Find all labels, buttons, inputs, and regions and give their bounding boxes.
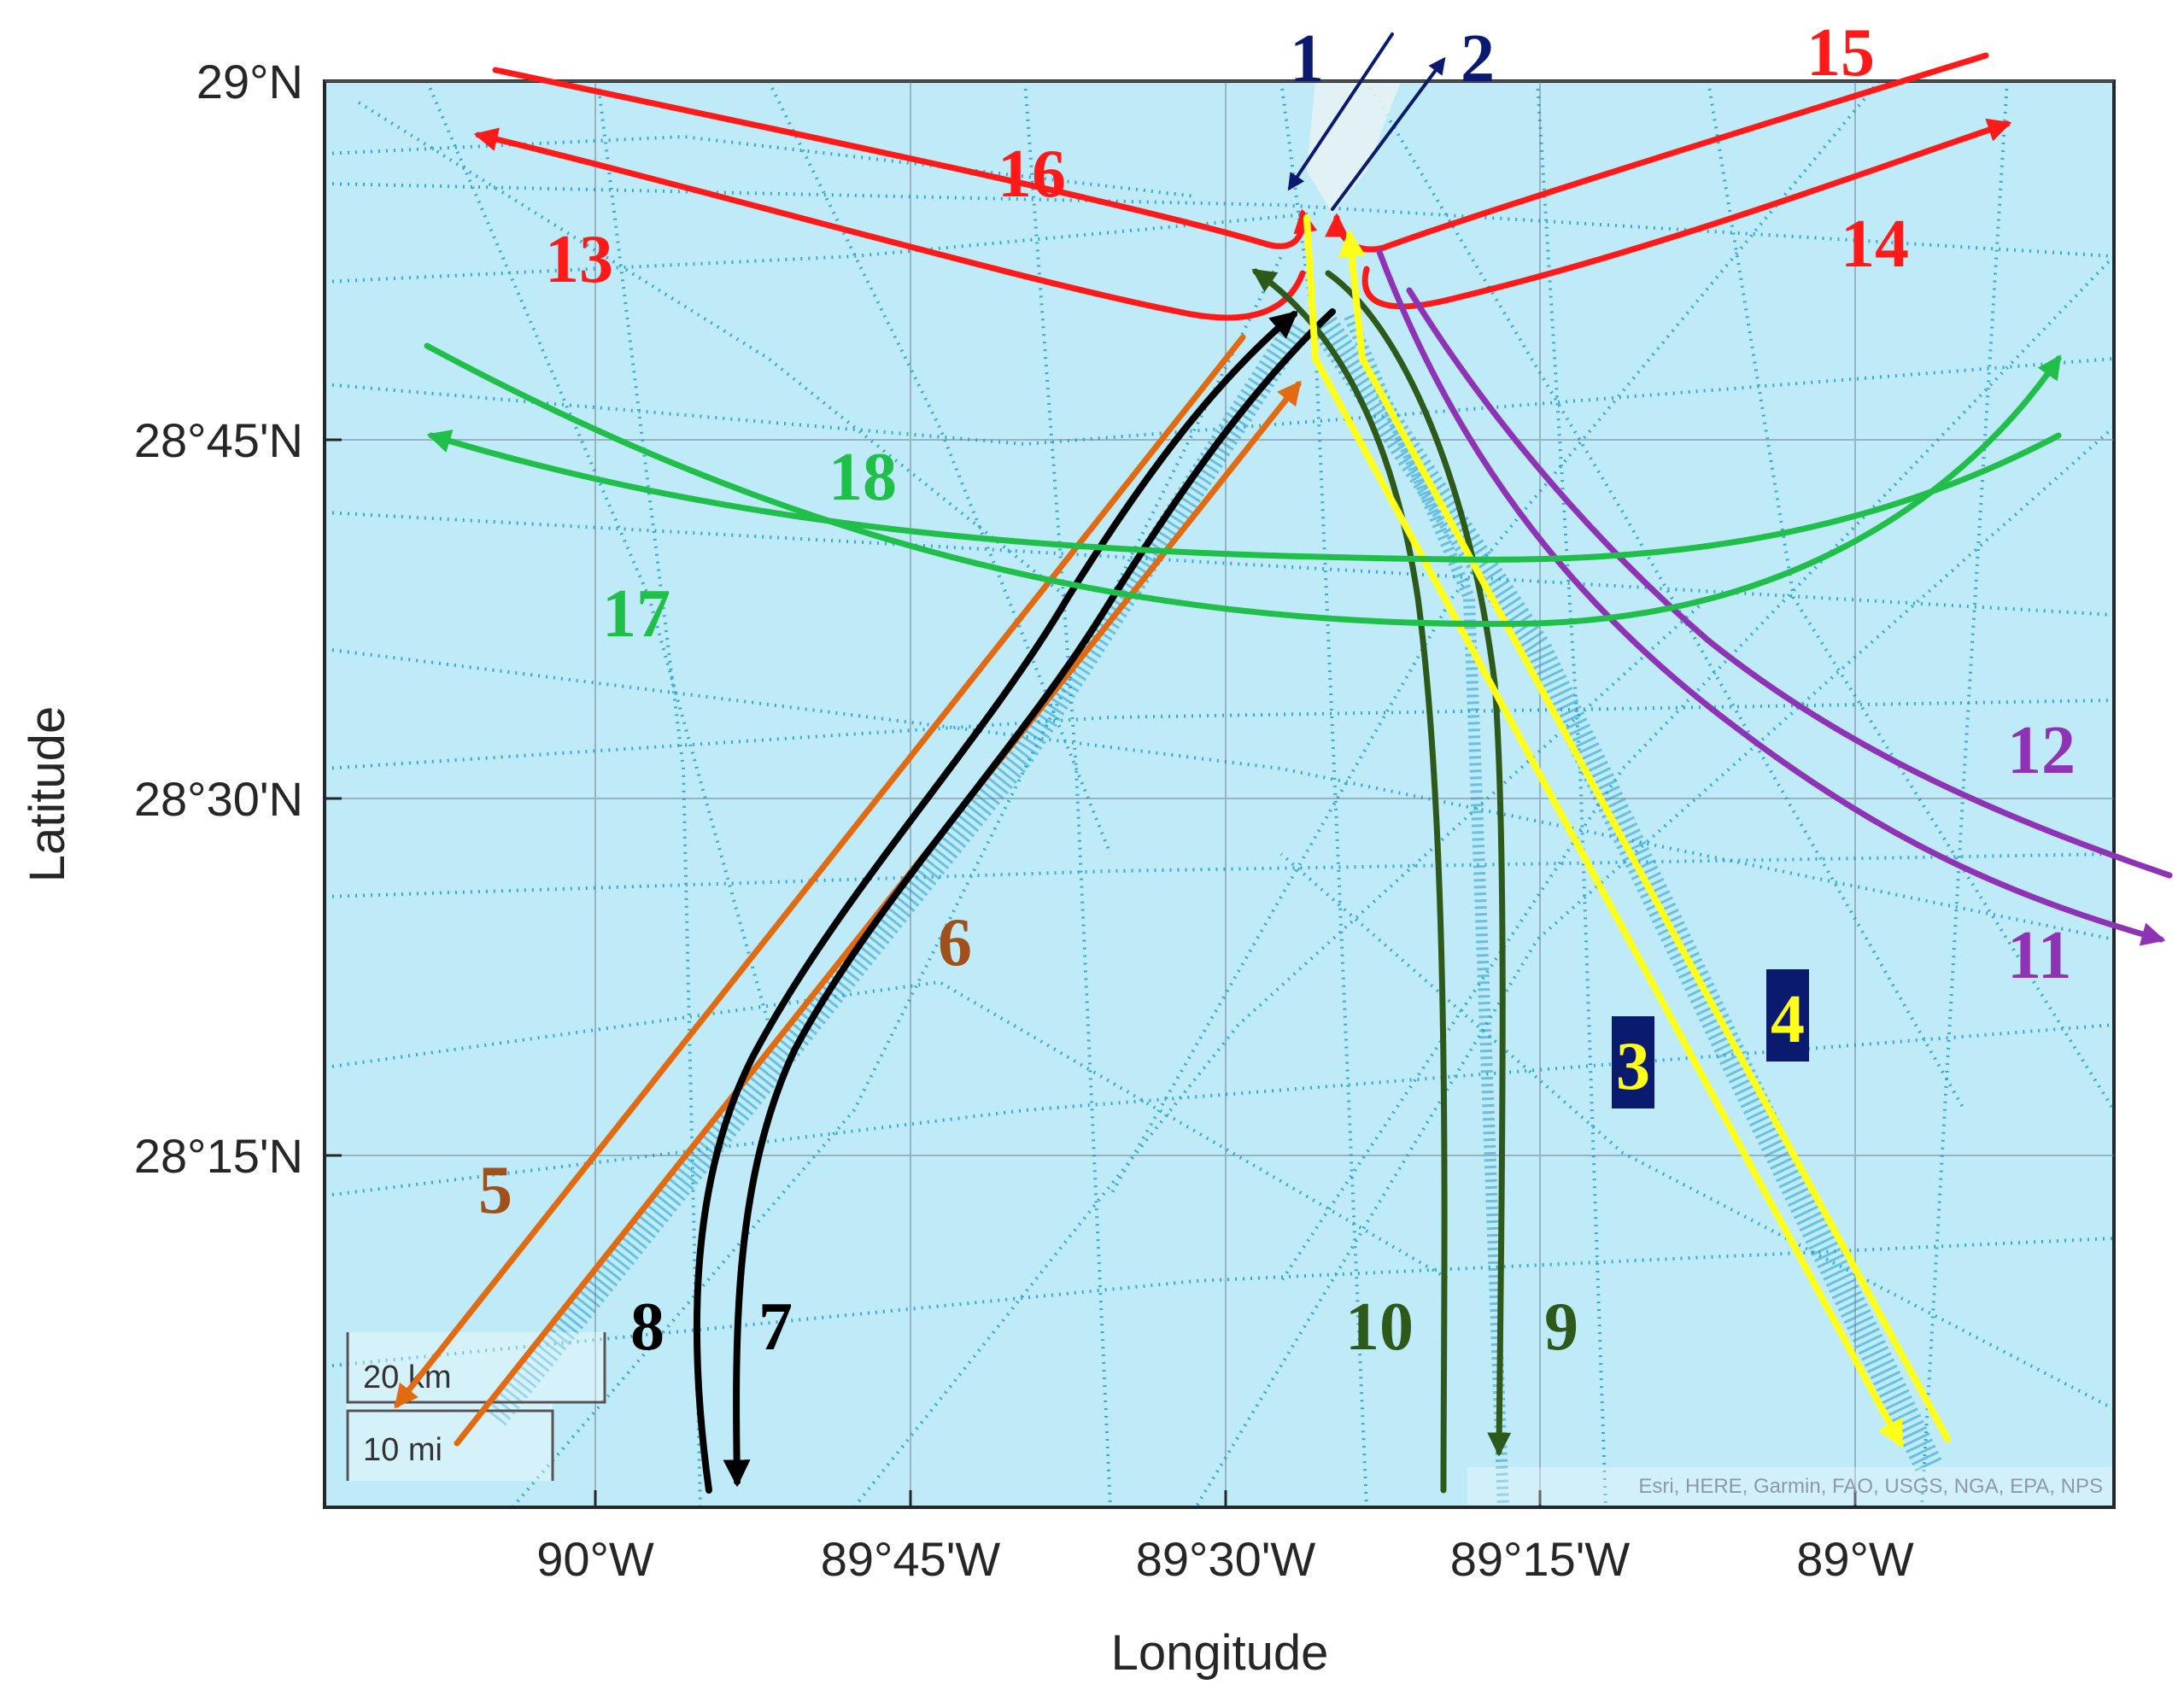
route-label-4-box (1766, 969, 1809, 1062)
route-5-arrow (394, 334, 1246, 1409)
route-9-arrow (1325, 270, 1512, 1457)
map-attribution: Esri, HERE, Garmin, FAO, USGS, NGA, EPA,… (1638, 1475, 2103, 1498)
scale-bar: 20 km 10 mi (346, 1332, 606, 1481)
route-18-arrow (424, 342, 2062, 628)
navy-routes (1287, 32, 1446, 211)
route-label-13: 13 (545, 222, 613, 297)
route-label-14: 14 (1841, 207, 1909, 282)
y-tick-label: 28°15'N (134, 1129, 303, 1183)
dense-track-corridors (485, 313, 1944, 1507)
y-tick-label: 28°30'N (134, 772, 303, 826)
route-label-16: 16 (998, 137, 1066, 212)
route-14-arrow (1361, 118, 2012, 310)
x-axis-title: Longitude (1111, 1625, 1329, 1681)
x-tick-label: 89°30'W (1136, 1532, 1316, 1586)
dark-green-routes (1251, 268, 1512, 1494)
route-label-2: 2 (1461, 21, 1495, 97)
y-tick-label: 28°45'N (134, 413, 303, 467)
y-axis-title: Latitude (20, 706, 75, 882)
green-routes (424, 342, 2062, 628)
route-label-9: 9 (1544, 1290, 1578, 1365)
route-label-5: 5 (478, 1153, 512, 1228)
route-label-10: 10 (1345, 1290, 1414, 1365)
route-1-arrow (1287, 32, 1394, 191)
route-17-arrow (426, 430, 2062, 563)
route-2-arrow (1331, 56, 1446, 211)
route-label-1: 1 (1290, 21, 1324, 97)
route-label-3-box (1612, 1016, 1654, 1108)
route-15-arrow (492, 67, 1318, 249)
route-label-12: 12 (2007, 713, 2076, 788)
yellow-routes (1303, 214, 1951, 1448)
route-4-arrow (1338, 229, 1951, 1442)
route-label-8: 8 (630, 1290, 665, 1365)
route-7-arrow (723, 308, 1336, 1488)
route-3-arrow (1303, 214, 1904, 1448)
vessel-tracks (325, 81, 2114, 1507)
black-routes (693, 308, 1336, 1494)
x-tick-label: 89°W (1796, 1532, 1914, 1586)
y-tick-label: 29°N (196, 55, 303, 108)
x-tick-label: 89°15'W (1450, 1532, 1631, 1586)
coast-land-patch (1307, 81, 1401, 213)
route-label-4: 4 (1771, 982, 1805, 1057)
x-tick-label: 89°45'W (821, 1532, 1001, 1586)
route-13-arrow (473, 127, 1306, 321)
tick-marks (325, 438, 1857, 1507)
route-12-arrow (1406, 287, 2173, 879)
route-11-arrow (1376, 249, 2166, 946)
route-label-6: 6 (938, 905, 972, 980)
red-routes (473, 52, 2012, 321)
route-label-15: 15 (1806, 15, 1875, 91)
x-tick-labels: 90°W 89°45'W 89°30'W 89°15'W 89°W (536, 1532, 1914, 1586)
route-8-arrow (693, 310, 1298, 1494)
route-label-18: 18 (829, 440, 897, 515)
route-label-3: 3 (1616, 1029, 1650, 1104)
route-10-arrow (1251, 268, 1448, 1494)
route-labels: 1 2 15 16 13 14 18 17 12 11 6 5 8 7 10 9… (478, 15, 2076, 1365)
route-label-7: 7 (758, 1290, 793, 1365)
route-label-11: 11 (2007, 918, 2072, 993)
purple-routes (1376, 249, 2173, 946)
scale-bar-mi-label: 10 mi (363, 1432, 442, 1468)
x-tick-label: 90°W (536, 1532, 654, 1586)
y-tick-labels: 29°N 28°45'N 28°30'N 28°15'N (134, 55, 303, 1183)
route-label-17: 17 (602, 576, 670, 652)
